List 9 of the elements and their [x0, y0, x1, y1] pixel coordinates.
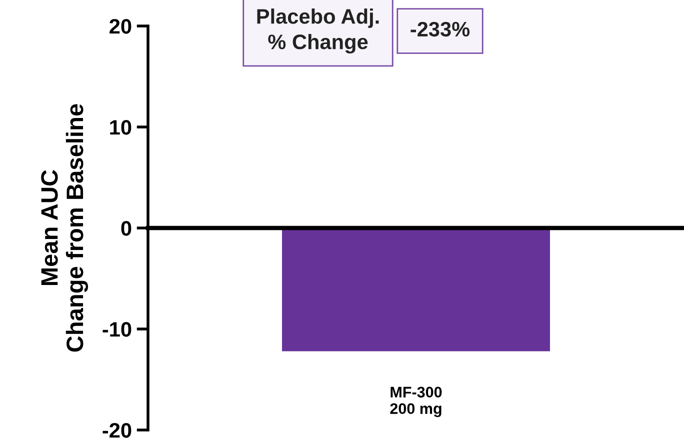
annotation: Placebo Adj. % Change — [257, 8, 379, 54]
x-tick-label: MF-300 200 mg — [390, 386, 442, 418]
y-tick-label: 10 — [110, 120, 132, 135]
y-axis-title: Mean AUC Change from Baseline — [41, 104, 88, 352]
y-tick-label: -10 — [102, 322, 132, 337]
y-tick-label: 20 — [110, 19, 132, 34]
annotation: -233% — [410, 22, 470, 37]
y-tick-label: 0 — [121, 221, 132, 236]
y-tick-label: -20 — [102, 423, 132, 438]
